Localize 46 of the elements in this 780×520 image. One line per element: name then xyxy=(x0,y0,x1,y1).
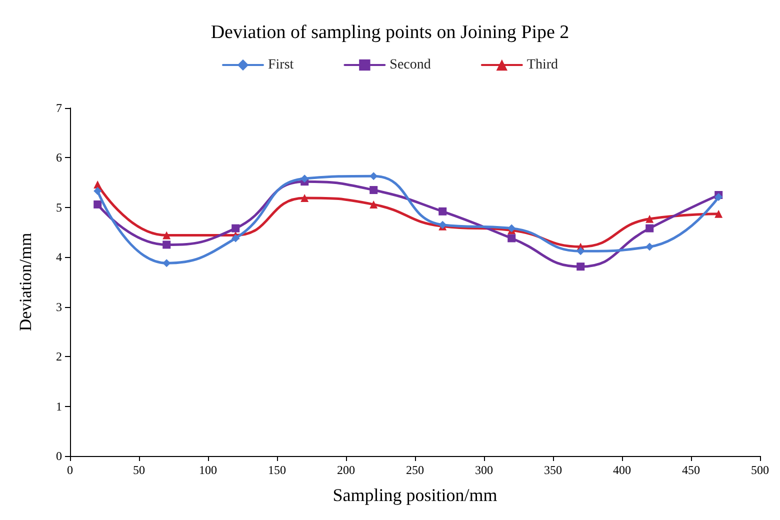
legend-label: Second xyxy=(390,58,431,72)
point xyxy=(370,200,378,208)
y-tick-label: 2 xyxy=(56,350,62,364)
legend-label: Third xyxy=(526,58,558,72)
y-tick-label: 5 xyxy=(56,200,62,214)
x-tick-label: 150 xyxy=(268,463,286,477)
y-tick-label: 1 xyxy=(56,399,62,414)
x-tick-label: 50 xyxy=(133,463,145,477)
x-tick-label: 450 xyxy=(682,463,700,477)
point xyxy=(646,242,654,251)
x-tick-label: 200 xyxy=(337,463,355,477)
point xyxy=(232,224,240,232)
y-tick-label: 6 xyxy=(56,150,62,165)
x-tick-label: 250 xyxy=(406,463,424,477)
point xyxy=(94,180,102,189)
x-tick-label: 100 xyxy=(199,463,217,477)
y-tick-label: 0 xyxy=(56,449,62,463)
point xyxy=(508,234,516,242)
y-tick-label: 3 xyxy=(56,300,62,314)
x-axis-title: Sampling position/mm xyxy=(332,485,498,505)
point xyxy=(300,194,309,202)
point xyxy=(438,207,447,216)
y-tick-label: 7 xyxy=(56,101,62,115)
point xyxy=(714,210,723,218)
point xyxy=(576,247,585,256)
point xyxy=(162,231,171,240)
point xyxy=(232,234,240,242)
x-tick-label: 0 xyxy=(67,463,73,477)
point xyxy=(576,262,585,271)
point xyxy=(94,200,102,208)
point xyxy=(162,240,171,249)
point xyxy=(646,214,654,223)
chart-title: Deviation of sampling points on Joining Pipe 2 xyxy=(210,22,570,43)
point xyxy=(162,259,171,268)
x-tick-label: 300 xyxy=(475,463,493,477)
y-axis-title: Deviation/mm xyxy=(16,232,35,332)
x-tick-label: 500 xyxy=(751,463,769,477)
point xyxy=(646,224,654,232)
point xyxy=(300,174,309,183)
point xyxy=(94,187,102,196)
x-tick-label: 350 xyxy=(544,463,562,477)
y-tick-label: 4 xyxy=(56,250,62,264)
point xyxy=(370,172,378,180)
legend-label: First xyxy=(268,58,294,72)
x-tick-label: 400 xyxy=(613,463,631,477)
point xyxy=(370,186,378,194)
